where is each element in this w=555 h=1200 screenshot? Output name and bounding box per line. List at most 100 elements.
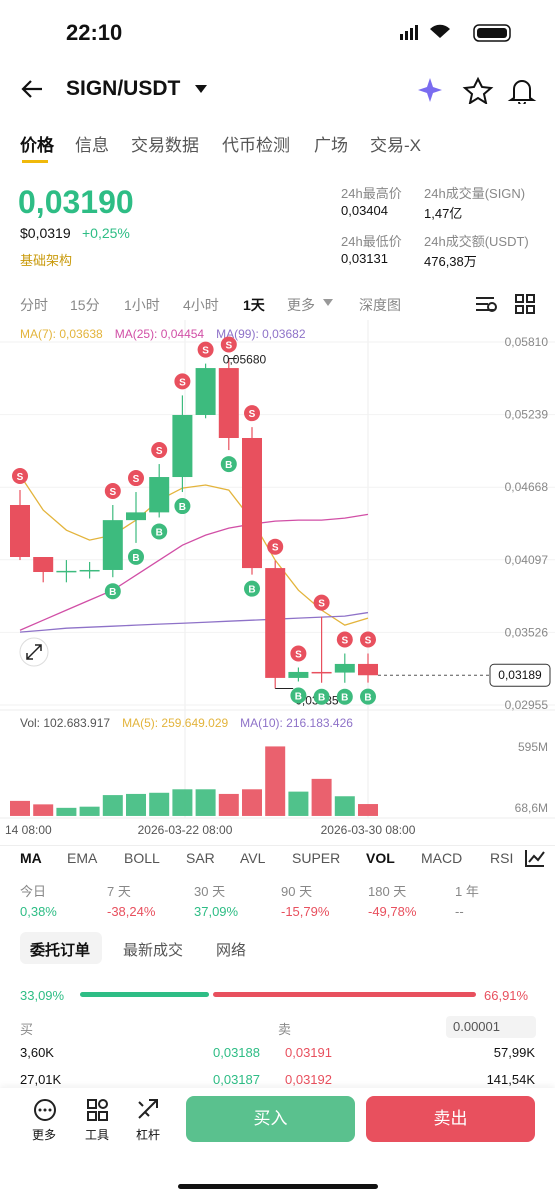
- indicator[interactable]: AVL: [240, 850, 266, 866]
- volume-bar: [10, 800, 30, 816]
- volume-bar: [126, 793, 146, 816]
- order-tab[interactable]: 网络: [216, 942, 247, 959]
- y-tick-label: 0,04097: [505, 553, 549, 567]
- interval[interactable]: 4小时: [183, 297, 219, 313]
- sell-button[interactable]: 卖出: [366, 1096, 535, 1142]
- high-label: 0,05680: [223, 353, 267, 367]
- depth-chart[interactable]: 深度图: [359, 297, 401, 313]
- perf-value: --: [455, 904, 464, 919]
- volume-bar: [265, 746, 286, 816]
- trade-marker: [104, 483, 121, 500]
- header-icons[interactable]: [418, 76, 538, 104]
- candle-body: [334, 663, 355, 673]
- perf-label: 180 天: [368, 884, 407, 899]
- trade-marker-text: S: [133, 474, 140, 485]
- buy-ratio-bar: [80, 992, 210, 997]
- trade-marker: [244, 405, 260, 422]
- y-tick-label: 0,04668: [505, 480, 549, 494]
- interval[interactable]: 15分: [70, 297, 100, 313]
- perf-value: 0,38%: [20, 904, 57, 919]
- trade-marker-text: S: [295, 649, 302, 660]
- stat-value: 0,03404: [341, 203, 388, 218]
- indicator[interactable]: BOLL: [124, 850, 160, 866]
- step-value: 0.00001: [453, 1019, 500, 1034]
- more-caret: [323, 299, 333, 306]
- trade-marker-text: S: [318, 599, 325, 610]
- interval-active[interactable]: 1天: [243, 297, 265, 313]
- back-button[interactable]: [20, 78, 46, 100]
- tab[interactable]: 交易-X: [370, 136, 421, 155]
- step-select[interactable]: 0.00001: [446, 1016, 536, 1038]
- perf-label: 今日: [20, 884, 47, 899]
- indicator[interactable]: SAR: [186, 850, 215, 866]
- trade-marker: [220, 456, 237, 473]
- sell-label: 卖: [278, 1022, 292, 1037]
- candle-body: [288, 671, 309, 678]
- perf-value: -49,78%: [368, 904, 417, 919]
- trade-marker-text: S: [365, 636, 372, 647]
- tab[interactable]: 交易数据: [131, 136, 199, 155]
- sell-price: 0,03192: [285, 1072, 332, 1087]
- trade-marker: [244, 580, 260, 597]
- y-tick-label: 0,05810: [505, 335, 549, 349]
- trade-marker: [12, 467, 28, 484]
- candle-body: [195, 368, 216, 415]
- pair-dropdown[interactable]: [194, 84, 208, 94]
- interval[interactable]: 1小时: [124, 297, 160, 313]
- interval[interactable]: 分时: [20, 297, 48, 313]
- category-tag[interactable]: 基础架构: [20, 253, 73, 268]
- volume-bar: [102, 795, 123, 816]
- indicator-active[interactable]: VOL: [366, 850, 395, 866]
- candle-body: [358, 663, 378, 676]
- indicator[interactable]: MACD: [421, 850, 463, 866]
- trade-marker: [360, 631, 376, 648]
- x-date-label: 2026-03-22 08:00: [138, 823, 233, 837]
- ma-line: [19, 474, 369, 626]
- order-tab-active[interactable]: 委托订单: [30, 942, 91, 959]
- trade-marker: [290, 645, 307, 662]
- perf-value: 37,09%: [194, 904, 239, 919]
- ma-legend: MA(25): 0,04454: [115, 327, 205, 341]
- ma-legend: MA(99): 0,03682: [216, 327, 306, 341]
- sell-ratio-bar: [213, 992, 476, 997]
- more-button[interactable]: 更多: [32, 1128, 57, 1142]
- candle-body: [265, 568, 286, 678]
- pair-title[interactable]: SIGN/USDT: [66, 77, 181, 100]
- indicator-settings[interactable]: [524, 848, 546, 868]
- trade-marker-text: B: [225, 460, 232, 471]
- buy-price: 0,03187: [213, 1072, 260, 1087]
- tab[interactable]: 代币检测: [222, 136, 290, 155]
- volume-bar: [358, 804, 378, 816]
- stat-label: 24h成交量(SIGN): [424, 186, 526, 201]
- candle-body: [56, 570, 77, 573]
- indicator[interactable]: RSI: [490, 850, 514, 866]
- tab[interactable]: 价格: [20, 136, 54, 155]
- interval-more[interactable]: 更多: [287, 297, 315, 313]
- buy-button[interactable]: 买入: [186, 1096, 355, 1142]
- tab[interactable]: 信息: [75, 136, 109, 155]
- candle-body: [218, 368, 239, 438]
- chart-settings[interactable]: [474, 293, 536, 315]
- indicator[interactable]: SUPER: [292, 850, 341, 866]
- indicator[interactable]: EMA: [67, 850, 98, 866]
- trade-marker-text: B: [341, 693, 348, 704]
- candle-body: [102, 520, 123, 570]
- trade-marker-text: S: [225, 341, 232, 352]
- trade-marker: [313, 594, 330, 611]
- perf-label: 7 天: [107, 884, 131, 899]
- trade-marker-text: S: [202, 346, 209, 357]
- trade-marker-text: B: [318, 693, 325, 704]
- tab[interactable]: 广场: [314, 136, 348, 155]
- indicator-active[interactable]: MA: [20, 850, 42, 866]
- perf-label: 30 天: [194, 884, 226, 899]
- candle-body: [33, 557, 54, 573]
- tools-button[interactable]: 工具: [85, 1128, 110, 1142]
- trade-marker: [220, 336, 237, 353]
- sell-button-label: 卖出: [433, 1109, 468, 1128]
- order-tab[interactable]: 最新成交: [123, 942, 184, 959]
- candle-body: [79, 569, 100, 572]
- leverage-button[interactable]: 杠杆: [136, 1128, 161, 1142]
- volume-bar: [195, 789, 216, 816]
- stat-value: 0,03131: [341, 251, 388, 266]
